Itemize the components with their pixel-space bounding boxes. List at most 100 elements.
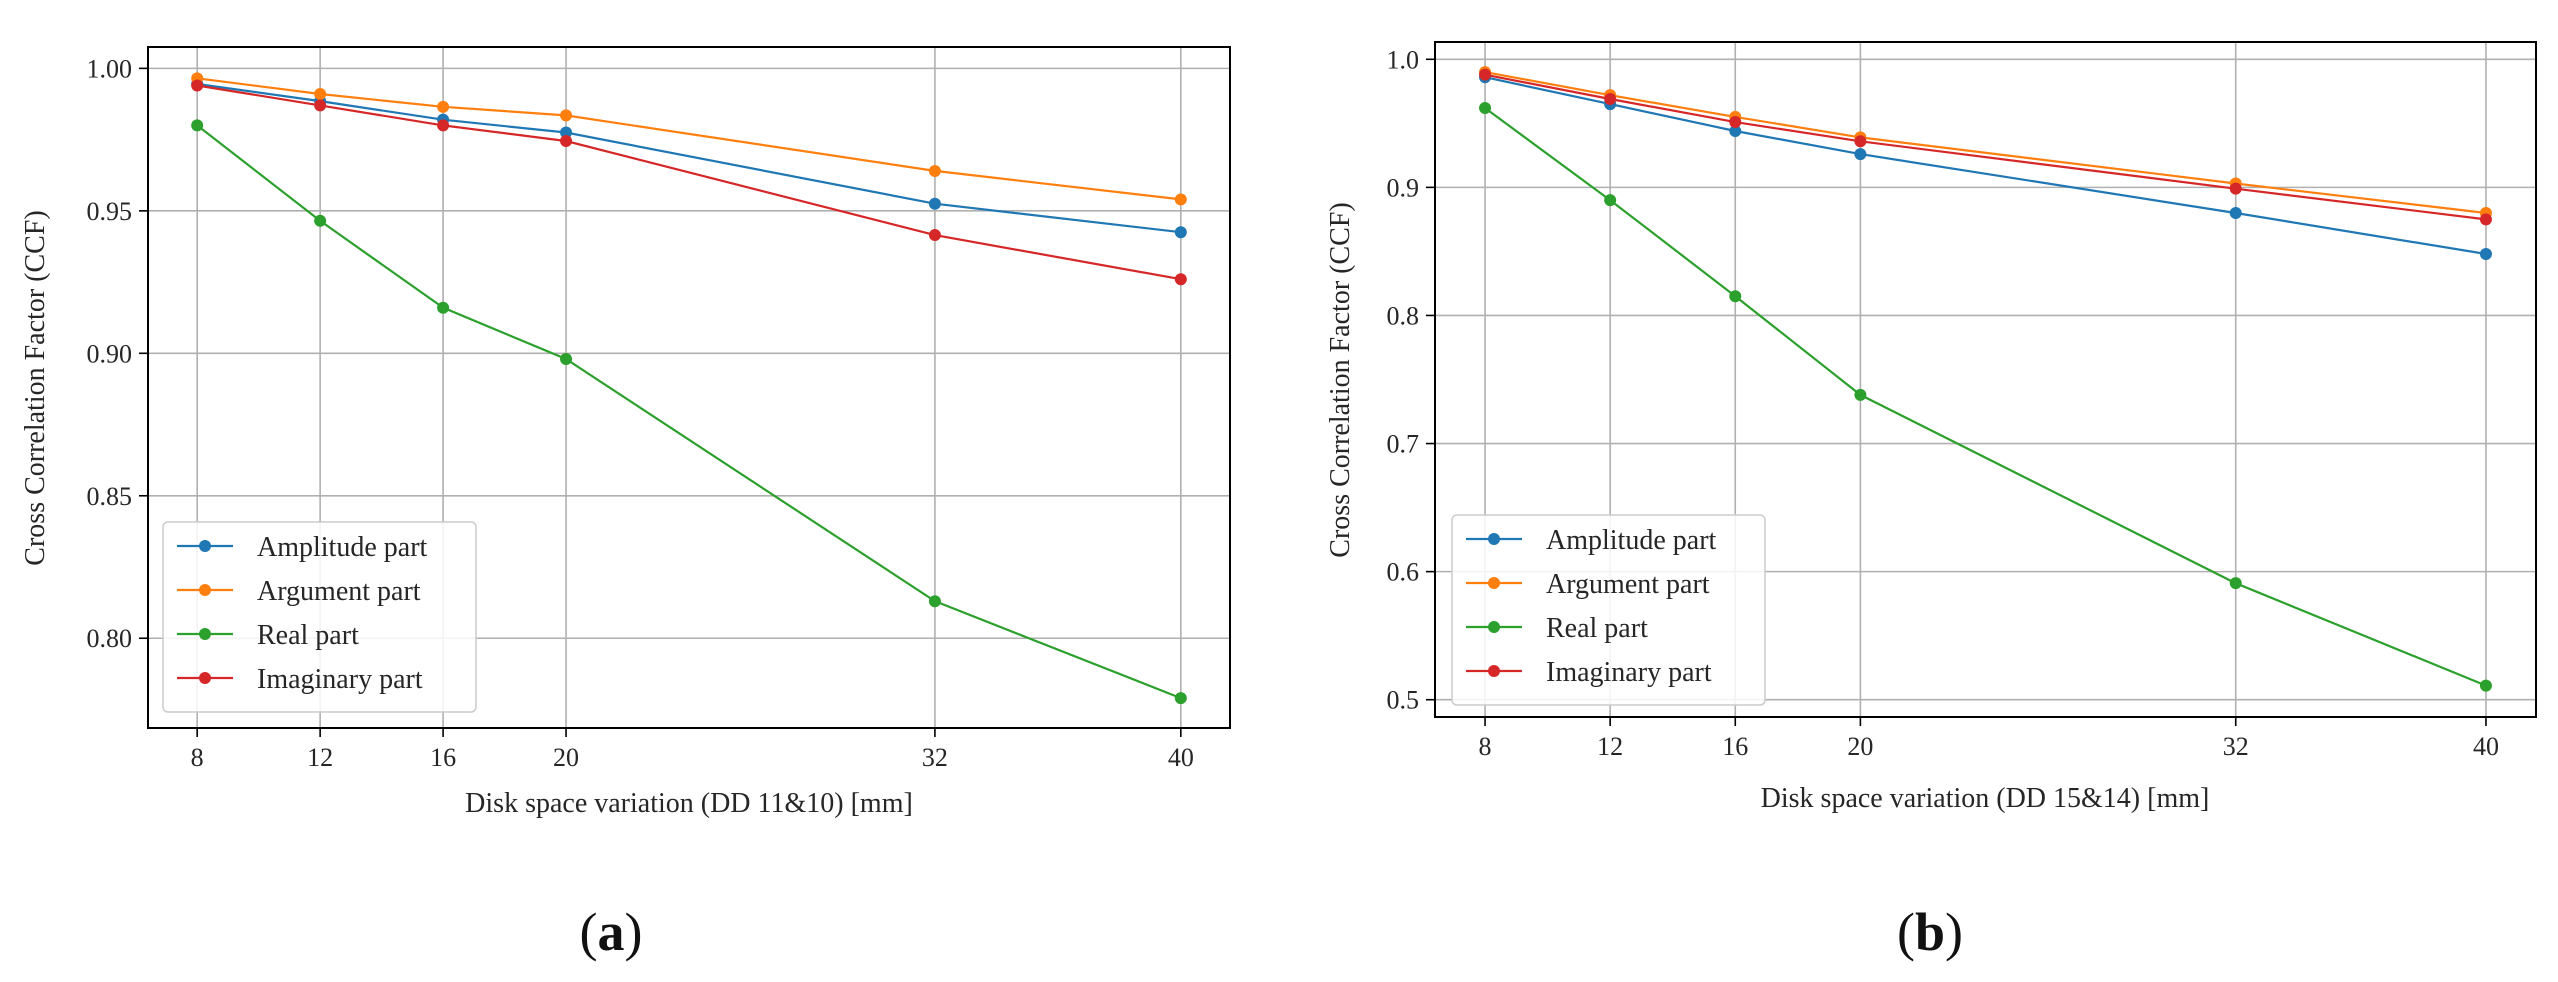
panel-b-data-point-real-part: [2479, 679, 2492, 692]
panel-b-label: (b): [1897, 902, 1963, 962]
legend-marker: [1488, 577, 1500, 589]
panel-a-y-tick-label: 0.90: [87, 339, 133, 368]
legend-label: Amplitude part: [1546, 525, 1717, 556]
panel-b-series-line-imaginary-part: [1484, 73, 2487, 221]
panel-a-series-line-imaginary-part: [197, 84, 1181, 281]
panel-b-legend-item-argument-part: Argument part: [1466, 569, 1710, 600]
legend-marker: [1488, 621, 1500, 633]
panel-a-y-axis-label: Cross Correlation Factor (CCF): [20, 210, 51, 565]
panel-a-series: [191, 72, 1187, 705]
panel-b-series-line-real-part: [1484, 107, 2487, 687]
panel-a-data-point-imaginary-part: [314, 99, 327, 112]
panel-a-data-point-argument-part: [560, 109, 573, 122]
legend-marker: [199, 672, 211, 684]
legend-marker: [199, 628, 211, 640]
legend-label: Argument part: [1546, 569, 1710, 600]
panel-b-data-point-real-part: [1479, 101, 1492, 114]
panel-a-label: (a): [580, 902, 643, 962]
panel-b-legend-item-real-part: Real part: [1466, 613, 1648, 644]
panel-a-y-tick-label: 1.00: [87, 54, 133, 83]
panel-b-data-point-amplitude-part: [1854, 148, 1867, 161]
panel-b-x-tick-label: 40: [2473, 732, 2499, 761]
panel-a-data-point-imaginary-part: [560, 135, 573, 148]
panel-a-y-tick-label: 0.85: [87, 482, 133, 511]
panel-b-data-point-amplitude-part: [1729, 125, 1742, 138]
panel-a-data-point-imaginary-part: [1174, 273, 1187, 286]
panel-b-series-line-argument-part: [1484, 71, 2487, 215]
panel-a-x-tick-label: 32: [922, 743, 948, 772]
panel-b-x-axis-label: Disk space variation (DD 15&14) [mm]: [1761, 783, 2210, 814]
panel-b-y-tick-label: 0.6: [1387, 558, 1420, 587]
panel-a-x-ticks: 8 12 16 20 32 40: [191, 728, 1194, 772]
panel-a-data-point-amplitude-part: [1174, 226, 1187, 239]
panel-a-x-tick-label: 16: [430, 743, 456, 772]
panel-b-x-tick-label: 12: [1597, 732, 1623, 761]
panel-a-data-point-argument-part: [1174, 193, 1187, 206]
panel-b-data-point-real-part: [1854, 388, 1867, 401]
panel-b-y-tick-label: 0.5: [1387, 686, 1420, 715]
panel-b-x-tick-label: 8: [1479, 732, 1492, 761]
panel-b-axes-frame: [1434, 41, 2537, 718]
panel-a-data-point-amplitude-part: [560, 126, 573, 139]
panel-a-axes-frame: [147, 46, 1231, 729]
legend-label: Real part: [1546, 613, 1648, 644]
panel-b: 8 12 16 20 32 40 0.5 0.6 0.7 0.8 0.9 1.0 Disk spac…: [1325, 41, 2537, 962]
panel-b-y-tick-label: 1.0: [1387, 45, 1420, 74]
panel-b-y-ticks: 0.5 0.6 0.7 0.8 0.9 1.0: [1387, 45, 1435, 715]
panel-b-x-tick-label: 20: [1847, 732, 1873, 761]
panel-b-legend: Amplitude part Argument part Real part Imag…: [1451, 514, 1766, 706]
panel-a-data-point-imaginary-part: [928, 229, 941, 242]
panel-b-data-point-imaginary-part: [1479, 68, 1492, 81]
panel-b-data-point-real-part: [1604, 194, 1617, 207]
panel-a-y-tick-label: 0.80: [87, 624, 133, 653]
panel-a-legend-item-argument-part: Argument part: [177, 576, 421, 607]
panel-a-series-line-real-part: [196, 124, 1182, 700]
panel-a-x-tick-label: 12: [307, 743, 333, 772]
panel-b-data-point-real-part: [1729, 290, 1742, 303]
panel-b-data-point-imaginary-part: [1604, 92, 1617, 105]
panel-a-label-letter: a: [598, 902, 625, 962]
panel-a-legend: Amplitude part Argument part Real part Imag…: [162, 521, 477, 713]
legend-label: Real part: [257, 620, 359, 651]
panel-a-data-point-real-part: [560, 353, 573, 366]
legend-marker: [199, 584, 211, 596]
panel-a-data-point-imaginary-part: [191, 79, 204, 92]
legend-marker: [1488, 533, 1500, 545]
legend-marker: [199, 540, 211, 552]
panel-b-series: [1479, 66, 2492, 692]
panel-b-label-letter: b: [1915, 902, 1945, 962]
panel-a-legend-item-imaginary-part: Imaginary part: [177, 664, 423, 695]
legend-label: Argument part: [257, 576, 421, 607]
legend-marker: [1488, 665, 1500, 677]
panel-a-x-tick-label: 40: [1168, 743, 1194, 772]
panel-a-x-tick-label: 20: [553, 743, 579, 772]
panel-a-data-point-imaginary-part: [437, 119, 450, 132]
panel-b-legend-item-amplitude-part: Amplitude part: [1466, 525, 1717, 556]
panel-b-data-point-amplitude-part: [2229, 206, 2242, 219]
panel-b-series-line-amplitude-part: [1484, 76, 2487, 256]
panel-a-x-tick-label: 8: [191, 743, 204, 772]
panel-b-x-tick-label: 32: [2223, 732, 2249, 761]
panel-a-series-line-argument-part: [197, 77, 1181, 201]
panel-a-data-point-real-part: [1174, 692, 1187, 705]
panel-b-y-tick-label: 0.7: [1387, 430, 1420, 459]
panel-a-y-tick-label: 0.95: [87, 197, 133, 226]
panel-b-y-axis-label: Cross Correlation Factor (CCF): [1325, 202, 1356, 557]
panel-a-data-point-real-part: [437, 301, 450, 314]
panel-a-data-point-real-part: [314, 214, 327, 227]
panel-b-y-tick-label: 0.9: [1387, 173, 1420, 202]
panel-b-legend-box: [1451, 514, 1766, 706]
panel-a-series-line-amplitude-part: [197, 82, 1181, 234]
panel-b-y-tick-label: 0.8: [1387, 301, 1420, 330]
panel-a-data-point-real-part: [191, 119, 204, 132]
panel-a-data-point-argument-part: [928, 164, 941, 177]
panel-a-legend-box: [162, 521, 477, 713]
panel-b-data-point-imaginary-part: [1729, 116, 1742, 129]
panel-b-legend-item-imaginary-part: Imaginary part: [1466, 657, 1712, 688]
panel-a-data-point-argument-part: [314, 88, 327, 101]
panel-b-data-point-imaginary-part: [2479, 213, 2492, 226]
panel-a-data-point-real-part: [928, 595, 941, 608]
legend-label: Imaginary part: [257, 664, 423, 695]
panel-b-data-point-imaginary-part: [2229, 182, 2242, 195]
